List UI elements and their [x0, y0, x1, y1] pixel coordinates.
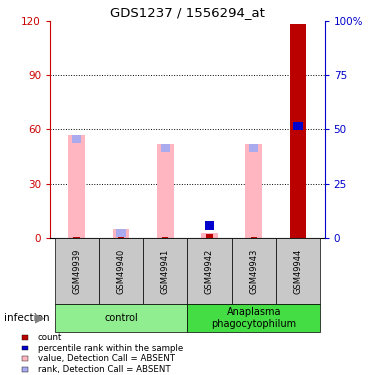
Text: ▶: ▶	[35, 311, 44, 324]
Text: GSM49940: GSM49940	[116, 248, 125, 294]
Bar	[143, 238, 187, 304]
Bar	[205, 221, 214, 230]
Bar	[245, 144, 262, 238]
Text: rank, Detection Call = ABSENT: rank, Detection Call = ABSENT	[38, 365, 171, 374]
Text: GSM49939: GSM49939	[72, 248, 81, 294]
Bar	[157, 144, 174, 238]
Text: GSM49942: GSM49942	[205, 248, 214, 294]
Bar	[206, 234, 213, 238]
Text: GSM49944: GSM49944	[293, 248, 303, 294]
Text: percentile rank within the sample: percentile rank within the sample	[38, 344, 183, 352]
Bar	[116, 229, 125, 237]
Bar	[187, 238, 232, 304]
Bar	[55, 304, 187, 332]
Bar	[249, 144, 259, 152]
Bar	[112, 229, 129, 238]
Bar	[293, 122, 303, 130]
Bar	[118, 237, 124, 238]
Bar	[187, 304, 320, 332]
Text: control: control	[104, 313, 138, 323]
Text: count: count	[38, 333, 62, 342]
Bar	[290, 24, 306, 238]
Bar	[276, 238, 320, 304]
Bar	[161, 144, 170, 152]
Bar	[22, 367, 28, 372]
Bar	[22, 335, 28, 340]
Bar	[55, 238, 99, 304]
Bar	[22, 346, 28, 351]
Bar	[73, 237, 80, 238]
Text: infection: infection	[4, 313, 49, 323]
Bar	[72, 135, 81, 143]
Bar	[201, 232, 218, 238]
Bar	[250, 237, 257, 238]
Text: Anaplasma
phagocytophilum: Anaplasma phagocytophilum	[211, 307, 296, 328]
Bar	[68, 135, 85, 238]
Text: GSM49943: GSM49943	[249, 248, 258, 294]
Title: GDS1237 / 1556294_at: GDS1237 / 1556294_at	[110, 6, 265, 20]
Bar	[99, 238, 143, 304]
Bar	[162, 237, 168, 238]
Bar	[232, 238, 276, 304]
Text: value, Detection Call = ABSENT: value, Detection Call = ABSENT	[38, 354, 175, 363]
Bar	[22, 356, 28, 361]
Text: GSM49941: GSM49941	[161, 248, 170, 294]
